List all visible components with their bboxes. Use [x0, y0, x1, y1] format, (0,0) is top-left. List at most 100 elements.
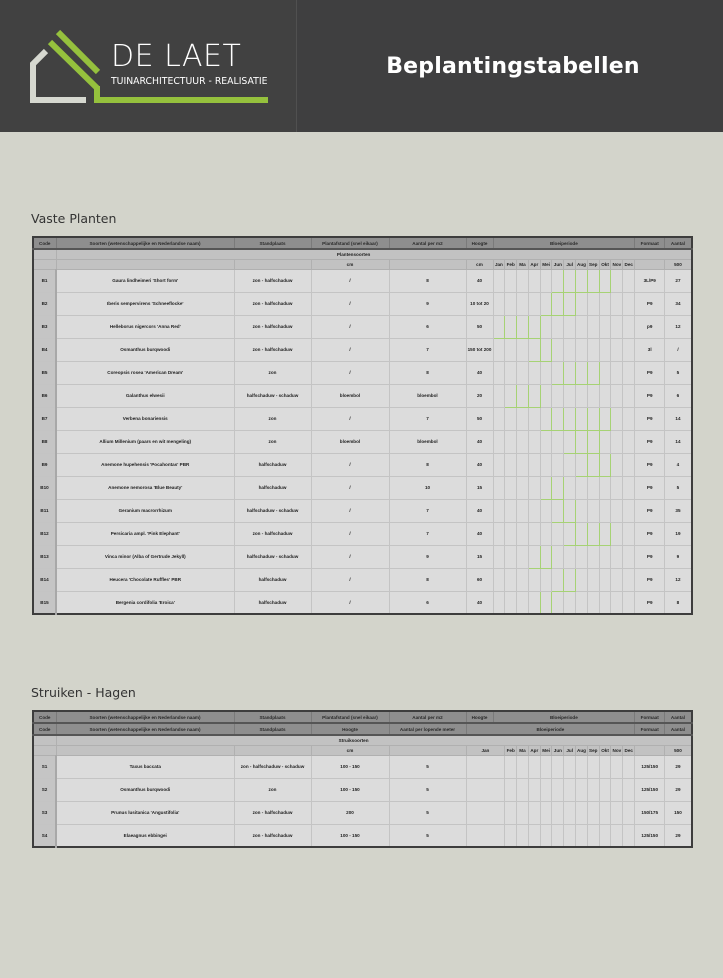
row-aantal-m2: 7 [388, 521, 467, 546]
col-header-soorten: Soorten (wetenschappelijke en Nederlands… [55, 722, 235, 736]
bloom-cell [598, 544, 612, 569]
row-hoogte: 40 [465, 452, 494, 477]
units-row: cm cm Jan Feb Ma Apr Mei Jun Jul Aug Sep Okt Nov De… [32, 258, 693, 270]
row-formaat: 125/150 [634, 754, 666, 779]
row-standplaats: zon - halfschaduw [233, 823, 312, 848]
row-code: S2 [32, 777, 57, 802]
bloom-cell [551, 544, 565, 569]
row-code: B15 [32, 590, 57, 615]
group-label: Struiksoorten [55, 734, 693, 746]
bloom-cell [516, 754, 529, 779]
row-soort: Vinca minor (Alba of Gertrude Jekyll) [55, 544, 235, 569]
bloom-cell [492, 544, 506, 569]
month-header-sep: Sep [586, 258, 600, 270]
bloom-cell-active [527, 337, 541, 362]
bloom-cell [575, 475, 588, 500]
row-code: B14 [32, 567, 57, 592]
bloom-cell [575, 314, 588, 339]
row-plantafstand: / [310, 291, 390, 316]
bloom-cell-active [586, 268, 600, 293]
section-title-vaste-planten: Vaste Planten [31, 211, 117, 226]
bloom-cell [586, 777, 600, 802]
bloom-cell [610, 383, 624, 408]
bloom-cell [586, 800, 600, 825]
unit-aantal: 500 [664, 744, 693, 756]
bloom-cell [516, 452, 529, 477]
row-soort: Iberis sempervirens 'Schneeflocke' [55, 291, 235, 316]
bloom-cell [539, 777, 553, 802]
row-aantal: 34 [664, 291, 693, 316]
empty-cell [233, 744, 312, 756]
bloom-cell [539, 314, 553, 339]
bloom-cell-active [551, 498, 565, 523]
bloom-cell [610, 544, 624, 569]
row-hoogte: 40 [465, 498, 494, 523]
row-code: B13 [32, 544, 57, 569]
bloom-cell [563, 800, 577, 825]
bloom-cell-active [563, 521, 577, 546]
bloom-cell [539, 498, 553, 523]
row-code: S3 [32, 800, 57, 825]
bloom-cell [610, 360, 624, 385]
col-header-soorten: Soorten (wetenschappelijke en Nederlands… [55, 710, 235, 724]
bloom-cell [598, 777, 612, 802]
bloom-cell-active [539, 475, 553, 500]
bloom-cell [551, 383, 565, 408]
col-header-formaat: Formaat [634, 722, 666, 736]
bloom-cell [610, 475, 624, 500]
bloom-cell [516, 360, 529, 385]
bloom-cell [586, 383, 600, 408]
month-header-jan: Jan [465, 744, 506, 756]
row-code: S1 [32, 754, 57, 779]
bloom-cell [586, 314, 600, 339]
row-soort: Osmanthus burqwoodi [55, 777, 235, 802]
row-hoogte: 40 [465, 590, 494, 615]
empty-cell [388, 744, 467, 756]
bloom-cell [575, 337, 588, 362]
empty-cell [634, 744, 666, 756]
col-header-standplaats: Standplaats [233, 710, 312, 724]
bloom-cell [586, 291, 600, 316]
bloom-cell [504, 360, 518, 385]
bloom-cell [622, 475, 636, 500]
bloom-cell-active [598, 452, 612, 477]
row-formaat: P9 [634, 475, 666, 500]
bloom-cell [527, 498, 541, 523]
month-header-mei: Mei [539, 744, 553, 756]
row-hoogte: 40 [465, 521, 494, 546]
table-row: B11 Geranium macrorrhizum halfschaduw - sc… [32, 498, 693, 523]
unit-hoogte: cm [310, 744, 390, 756]
row-aantal-m2: 8 [388, 360, 467, 385]
vaste-planten-table: Code Soorten (wetenschappelijke en Neder… [32, 236, 693, 615]
row-aantal-lm: 5 [388, 754, 467, 779]
col-header-bloeiperiode: Bloeiperiode [465, 722, 636, 736]
bloom-cell [539, 268, 553, 293]
month-header-jul: Jul [563, 258, 577, 270]
bloom-cell [492, 291, 506, 316]
empty-cell [634, 258, 666, 270]
bloom-cell [622, 754, 636, 779]
bloom-cell [610, 590, 624, 615]
bloom-cell [622, 590, 636, 615]
bloom-cell [527, 521, 541, 546]
row-soort: Persicaria ampl. 'Pink Elephant' [55, 521, 235, 546]
month-header-ma: Ma [516, 258, 529, 270]
bloom-cell [575, 291, 588, 316]
bloom-cell [527, 452, 541, 477]
bloom-cell-active [563, 567, 577, 592]
bloom-cell [504, 567, 518, 592]
bloom-cell [539, 452, 553, 477]
row-soort: Verbena bonariensis [55, 406, 235, 431]
row-standplaats: zon [233, 429, 312, 454]
row-plantafstand: / [310, 406, 390, 431]
month-header-jun: Jun [551, 744, 565, 756]
bloom-cell-active [598, 406, 612, 431]
bloom-cell [586, 498, 600, 523]
bloom-cell [622, 268, 636, 293]
bloom-cell-active [586, 406, 600, 431]
bloom-cell [598, 567, 612, 592]
bloom-cell-active [575, 406, 588, 431]
row-aantal: 9 [664, 544, 693, 569]
row-aantal: 29 [664, 754, 693, 779]
row-code: B11 [32, 498, 57, 523]
